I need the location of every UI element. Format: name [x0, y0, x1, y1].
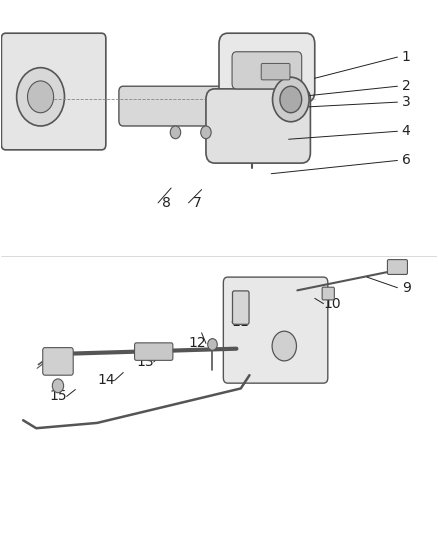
FancyBboxPatch shape: [219, 33, 315, 102]
FancyBboxPatch shape: [119, 86, 258, 126]
FancyBboxPatch shape: [322, 287, 334, 300]
Text: 9: 9: [402, 281, 410, 295]
Text: 12: 12: [188, 336, 206, 350]
Text: 8: 8: [162, 196, 171, 210]
Circle shape: [272, 77, 309, 122]
FancyBboxPatch shape: [1, 33, 106, 150]
Text: 3: 3: [402, 95, 410, 109]
Circle shape: [28, 81, 53, 113]
Text: 7: 7: [193, 196, 201, 210]
FancyBboxPatch shape: [233, 291, 249, 324]
Text: 2: 2: [402, 79, 410, 93]
Text: 13: 13: [136, 355, 154, 369]
FancyBboxPatch shape: [232, 52, 302, 89]
Circle shape: [272, 331, 297, 361]
Circle shape: [52, 379, 64, 393]
Text: 15: 15: [49, 390, 67, 403]
Circle shape: [201, 126, 211, 139]
Circle shape: [280, 86, 302, 113]
Text: 4: 4: [402, 124, 410, 138]
Circle shape: [208, 338, 217, 350]
Text: 14: 14: [97, 374, 115, 387]
Circle shape: [17, 68, 64, 126]
Text: 10: 10: [323, 297, 341, 311]
Text: 1: 1: [402, 50, 410, 64]
FancyBboxPatch shape: [261, 63, 290, 80]
Text: 11: 11: [232, 315, 250, 329]
FancyBboxPatch shape: [134, 343, 173, 360]
FancyBboxPatch shape: [206, 89, 311, 163]
FancyBboxPatch shape: [388, 260, 407, 274]
FancyBboxPatch shape: [43, 348, 73, 375]
FancyBboxPatch shape: [223, 277, 328, 383]
Circle shape: [170, 126, 181, 139]
Text: 6: 6: [402, 154, 410, 167]
